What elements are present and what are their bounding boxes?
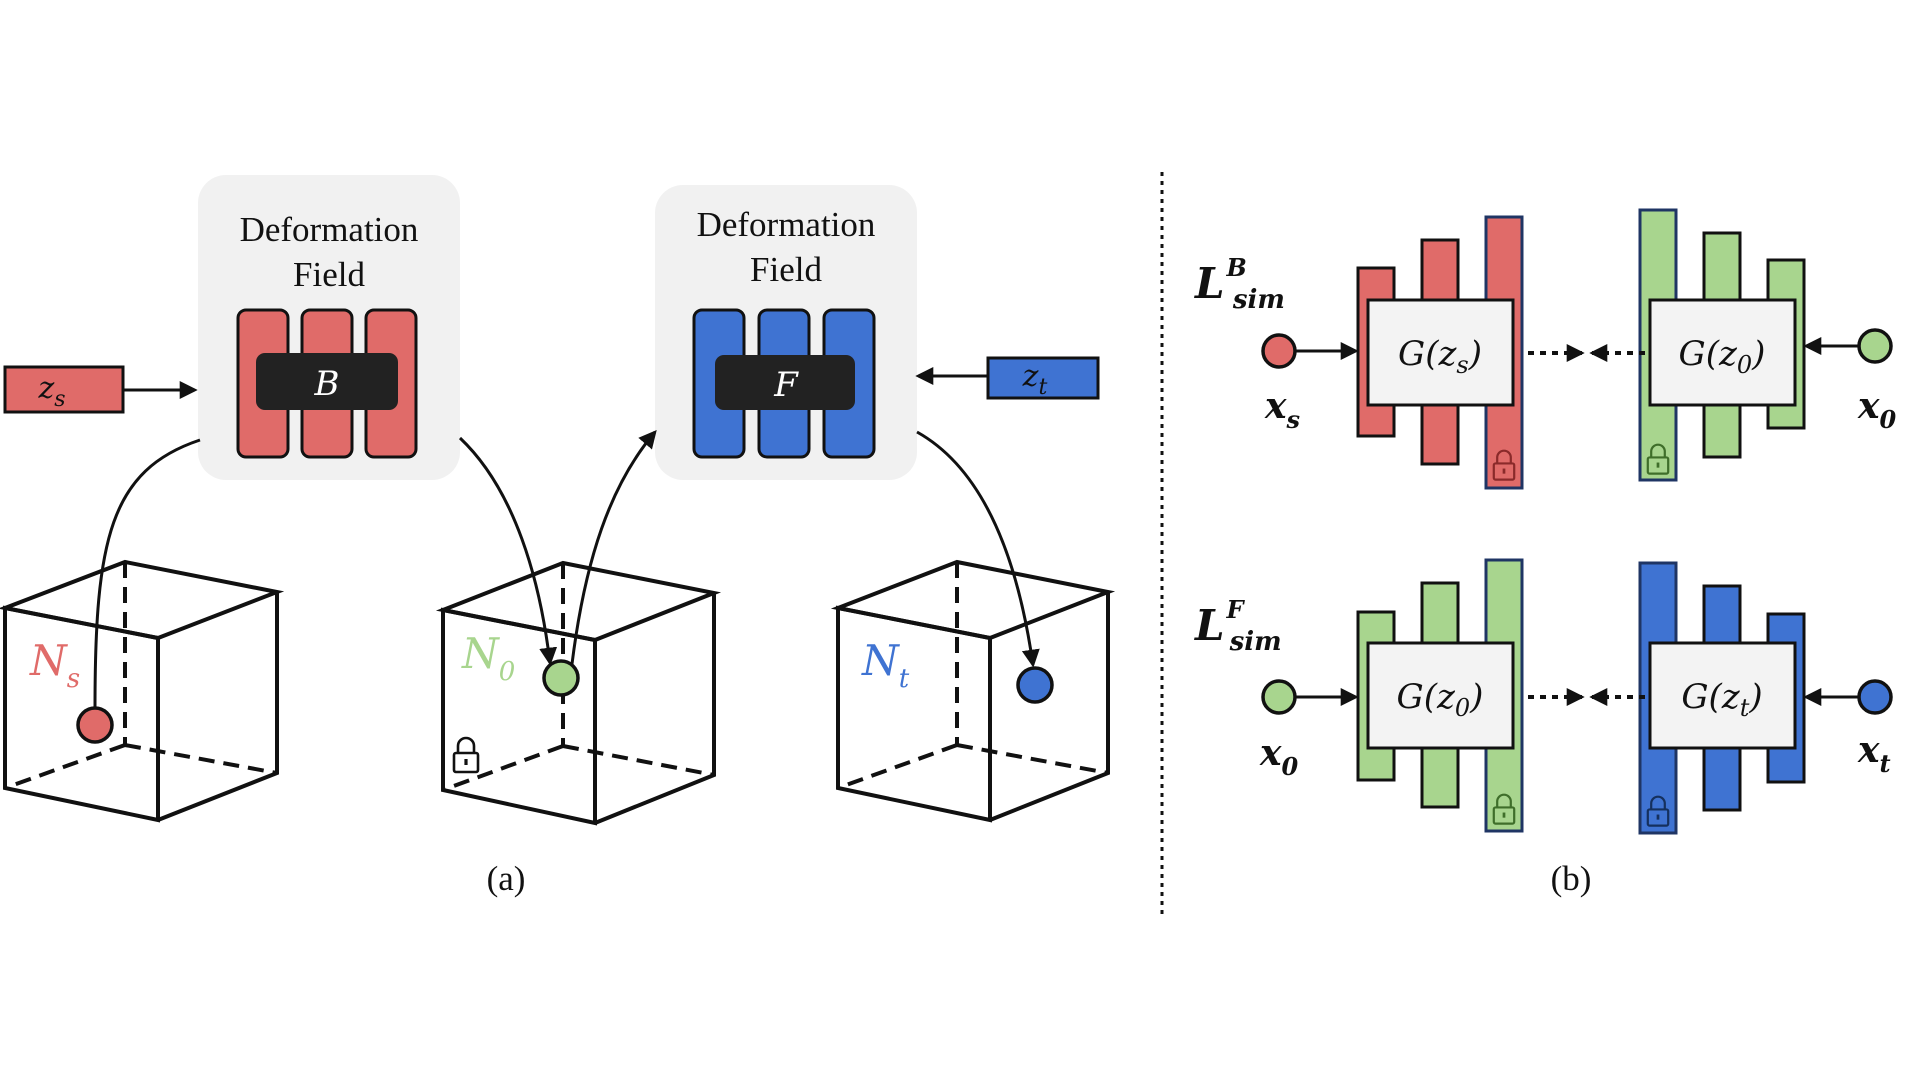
field-b-label-box [256,353,398,410]
gen-z0-bottom-label: G(z0) [1397,677,1484,722]
space-nt-label: Nt [861,636,910,694]
caption-a: (a) [487,859,526,898]
latent-zt-box [986,356,1100,400]
panel-b: LB sim G(zs) G(z0) xs x0 LF sim [1194,208,1896,898]
curve-ns-to-field-b [93,438,201,709]
field-f-title-line1: Deformation [697,205,876,244]
gen-zs-label: G(zs) [1398,334,1482,379]
generator-z0-top: G(z0) [1638,208,1806,482]
caption-b: (b) [1551,859,1592,898]
space-ns-label: Ns [29,636,80,694]
gen-zt-box [1648,641,1797,750]
generator-z0-bottom: G(z0) [1356,558,1524,833]
input-x0-dot-top [1857,328,1893,364]
point-n0 [542,659,580,697]
field-f-label-box [715,355,855,410]
gen-z0-bottom-box [1366,641,1515,750]
deformation-field-f: Deformation Field F [655,185,917,480]
latent-zs-label: zs [37,371,65,412]
field-f-title-line2: Field [750,250,822,289]
gen-zs-box [1366,298,1515,407]
gen-zt-label: G(zt) [1681,677,1762,722]
field-b-label: B [314,364,340,404]
deformation-field-b: Deformation Field B [198,175,460,480]
curve-n0-to-field-f [570,429,657,665]
generator-zs: G(zs) [1356,215,1524,490]
input-xs-label: xs [1264,385,1300,434]
panel-a: Deformation Field B Deformation Field F … [0,175,1116,898]
input-x0-label-top: x0 [1857,385,1896,434]
input-x0-label-bottom: x0 [1259,732,1298,781]
input-xs-dot [1261,333,1297,369]
gen-z0-top-label: G(z0) [1679,334,1766,379]
space-n0-label: N0 [461,629,515,687]
cube-n0 [435,560,722,826]
loss-f-label: LF sim [1194,595,1282,657]
field-b-title-line1: Deformation [240,210,419,249]
loss-b-label: LB sim [1194,253,1285,315]
input-x0-dot-bottom [1261,679,1297,715]
cube-nt [830,559,1116,823]
latent-zs-box [3,365,125,414]
input-xt-dot [1857,679,1893,715]
generator-zt: G(zt) [1638,561,1806,835]
latent-zt-label: zt [1022,359,1048,400]
latent-code-zs: zs [3,365,125,414]
curve-field-f-to-nt [916,430,1040,668]
point-nt [1016,666,1054,704]
lock-icon [452,736,480,774]
curve-field-b-to-n0 [458,436,558,666]
latent-code-zt: zt [986,356,1100,400]
point-ns [76,706,114,744]
field-f-label: F [773,365,799,405]
cube-ns [0,559,285,823]
input-xt-label: xt [1857,729,1891,778]
gen-z0-top-box [1648,298,1797,407]
field-b-title-line2: Field [293,255,365,294]
